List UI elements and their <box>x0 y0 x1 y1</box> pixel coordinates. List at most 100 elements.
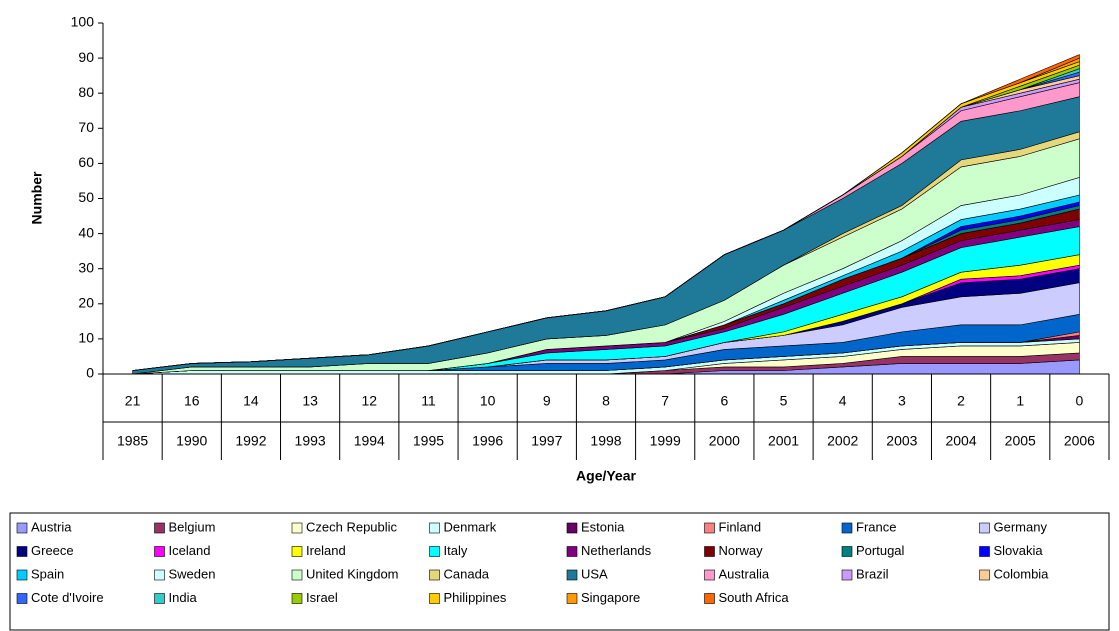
legend-label: Philippines <box>444 590 507 605</box>
legend-swatch <box>704 593 715 604</box>
x-tick-label: 11 <box>421 393 436 409</box>
legend-swatch <box>429 546 440 557</box>
legend-swatch <box>979 546 990 557</box>
x-tick-label: 5 <box>780 393 788 409</box>
legend-label: Brazil <box>856 566 889 581</box>
x-tick-label: 1998 <box>590 433 621 449</box>
legend-label: Netherlands <box>581 543 652 558</box>
legend-swatch <box>291 522 303 534</box>
legend-label: India <box>169 590 198 605</box>
legend-box <box>9 512 1110 631</box>
x-tick-label: 2000 <box>709 433 740 449</box>
legend-label: Sweden <box>169 566 216 581</box>
legend-label: Estonia <box>581 519 625 534</box>
legend-swatch <box>429 593 440 604</box>
x-tick-label: 1 <box>1016 393 1024 409</box>
x-tick-label: 2004 <box>945 433 976 449</box>
legend-swatch <box>154 569 165 581</box>
legend-label: Iceland <box>169 543 211 558</box>
legend-swatch <box>979 522 990 534</box>
y-tick-label: 60 <box>78 154 94 170</box>
x-tick-label: 4 <box>839 393 847 409</box>
x-axis-title: Age/Year <box>576 468 636 484</box>
legend-label: Singapore <box>581 590 640 605</box>
legend-label: United Kingdom <box>306 566 399 581</box>
legend-label: Cote d'Ivoire <box>31 590 104 605</box>
y-tick-label: 80 <box>78 84 94 100</box>
legend-label: Italy <box>444 543 468 558</box>
legend-label: Norway <box>719 543 764 558</box>
legend-label: Ireland <box>306 543 346 558</box>
legend-label: Israel <box>306 590 338 605</box>
legend-swatch <box>291 593 303 604</box>
x-tick-label: 9 <box>543 393 551 409</box>
legend-label: South Africa <box>719 590 790 605</box>
x-tick-label: 2005 <box>1005 433 1036 449</box>
legend-swatch <box>841 522 853 534</box>
legend-swatch <box>704 522 715 534</box>
legend-swatch <box>704 546 715 557</box>
legend-swatch <box>429 522 440 534</box>
legend-swatch <box>154 522 165 534</box>
legend-swatch <box>566 593 578 604</box>
legend-label: Austria <box>31 519 72 534</box>
legend-label: USA <box>581 566 608 581</box>
x-tick-label: 2006 <box>1064 433 1095 449</box>
legend-swatch <box>566 546 578 557</box>
x-tick-label: 2003 <box>886 433 917 449</box>
x-tick-label: 12 <box>362 393 378 409</box>
legend-label: Greece <box>31 543 74 558</box>
legend-swatch <box>16 546 28 557</box>
y-tick-label: 70 <box>78 119 94 135</box>
legend-swatch <box>16 522 28 534</box>
legend-label: France <box>856 519 896 534</box>
x-tick-label: 14 <box>243 393 259 409</box>
x-tick-label: 1985 <box>117 433 148 449</box>
legend-label: Australia <box>719 566 770 581</box>
x-tick-label: 1995 <box>413 433 444 449</box>
legend-label: Portugal <box>856 543 905 558</box>
x-tick-label: 10 <box>480 393 496 409</box>
x-tick-label: 2 <box>957 393 965 409</box>
x-tick-label: 1997 <box>531 433 562 449</box>
x-tick-label: 3 <box>898 393 906 409</box>
y-tick-label: 30 <box>78 259 94 275</box>
legend-swatch <box>704 569 715 581</box>
x-tick-label: 16 <box>184 393 200 409</box>
y-tick-label: 10 <box>78 330 94 346</box>
legend-swatch <box>154 593 165 604</box>
y-tick-label: 40 <box>78 224 94 240</box>
x-tick-label: 8 <box>602 393 610 409</box>
legend-swatch <box>841 546 853 557</box>
legend-swatch <box>566 522 578 534</box>
y-tick-label: 50 <box>78 189 94 205</box>
legend-label: Finland <box>719 519 762 534</box>
x-tick-label: 0 <box>1076 393 1084 409</box>
legend-swatch <box>16 593 28 604</box>
area <box>132 54 1080 371</box>
legend-label: Colombia <box>994 566 1050 581</box>
legend-label: Slovakia <box>994 543 1044 558</box>
legend-label: Canada <box>444 566 490 581</box>
legend-swatch <box>154 546 165 557</box>
x-tick-label: 1996 <box>472 433 503 449</box>
y-axis-title: Number <box>29 171 45 224</box>
y-tick-label: 90 <box>78 49 94 65</box>
legend-label: Denmark <box>444 519 497 534</box>
legend-swatch <box>841 569 853 581</box>
x-tick-label: 6 <box>720 393 728 409</box>
x-tick-label: 1993 <box>295 433 326 449</box>
legend-label: Belgium <box>169 519 216 534</box>
x-tick-label: 7 <box>661 393 669 409</box>
x-tick-label: 1994 <box>354 433 385 449</box>
legend-label: Czech Republic <box>306 519 398 534</box>
legend-swatch <box>16 569 28 581</box>
legend-swatch <box>429 569 440 581</box>
x-tick-label: 21 <box>125 393 141 409</box>
y-tick-label: 0 <box>86 365 94 381</box>
x-tick-label: 1999 <box>650 433 681 449</box>
legend-label: Spain <box>31 566 64 581</box>
legend-swatch <box>291 569 303 581</box>
x-tick-label: 2001 <box>768 433 799 449</box>
